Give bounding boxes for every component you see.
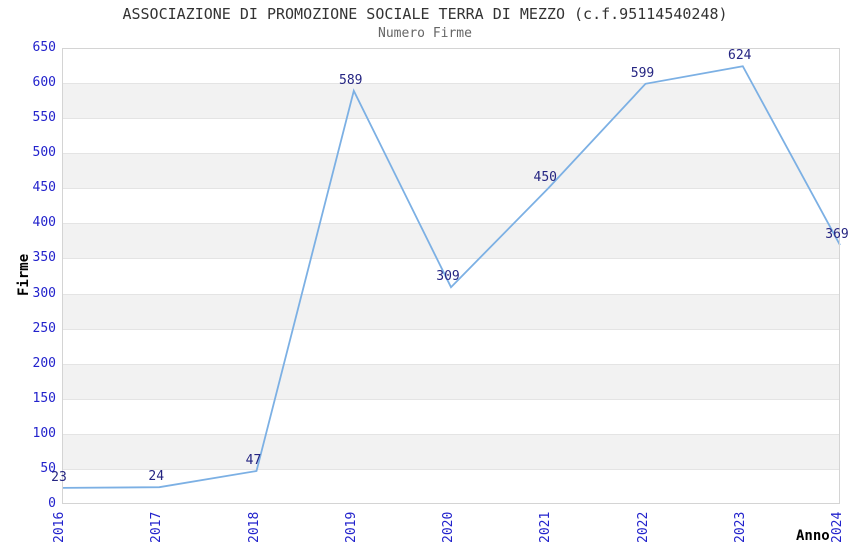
plot-band xyxy=(62,433,840,469)
x-axis-tick: 2016 xyxy=(52,511,67,543)
plot-band xyxy=(62,328,840,364)
gridline xyxy=(62,118,840,120)
x-axis-tick: 2024 xyxy=(830,511,845,543)
y-axis-tick: 200 xyxy=(32,355,56,371)
chart-title: ASSOCIAZIONE DI PROMOZIONE SOCIALE TERRA… xyxy=(122,5,728,23)
y-axis-tick: 500 xyxy=(32,145,56,161)
gridline xyxy=(62,328,840,330)
y-axis-tick: 50 xyxy=(40,460,56,476)
y-axis-tick: 400 xyxy=(32,215,56,231)
gridline xyxy=(62,363,840,365)
y-axis-tick: 250 xyxy=(32,320,56,336)
y-axis-tick: 300 xyxy=(32,285,56,301)
gridline xyxy=(62,433,840,435)
x-axis-tick: 2021 xyxy=(538,511,554,543)
value-label: 47 xyxy=(245,453,262,469)
gridline xyxy=(62,153,840,155)
y-axis-tick: 150 xyxy=(32,390,56,406)
x-axis-label: Anno xyxy=(796,528,830,544)
plot-band xyxy=(62,48,840,84)
plot-area xyxy=(61,48,841,504)
x-axis-tick: 2017 xyxy=(149,511,165,543)
chart-subtitle: Numero Firme xyxy=(378,26,472,41)
plot-band xyxy=(62,293,840,329)
gridline xyxy=(62,83,840,85)
plot-band xyxy=(62,188,840,224)
value-label: 309 xyxy=(436,269,460,285)
gridline xyxy=(62,468,840,470)
value-label: 624 xyxy=(728,48,752,64)
y-axis-tick: 350 xyxy=(32,250,56,266)
value-label: 24 xyxy=(148,469,165,485)
plot-band xyxy=(62,223,840,259)
plot-band xyxy=(62,468,840,504)
plot-band xyxy=(62,153,840,189)
y-axis-tick: 600 xyxy=(32,75,56,91)
data-line xyxy=(61,65,841,489)
x-axis-tick: 2020 xyxy=(441,511,456,543)
plot-band xyxy=(62,398,840,434)
y-axis-tick: 0 xyxy=(48,496,56,511)
value-label: 599 xyxy=(630,65,655,81)
value-label: 589 xyxy=(339,72,363,88)
gridline xyxy=(62,398,840,400)
y-axis-tick: 550 xyxy=(32,110,56,126)
x-axis-tick: 2019 xyxy=(343,511,359,543)
value-label: 450 xyxy=(533,170,557,186)
x-axis-tick: 2023 xyxy=(732,511,748,543)
y-axis-label: Firme xyxy=(16,253,32,296)
gridline xyxy=(62,223,840,225)
x-axis-tick: 2022 xyxy=(635,511,651,543)
y-axis-tick: 450 xyxy=(32,180,56,196)
y-axis-tick: 650 xyxy=(32,40,56,55)
gridline xyxy=(62,258,840,260)
plot-band xyxy=(62,118,840,154)
gridline xyxy=(62,293,840,295)
value-label: 23 xyxy=(51,469,67,485)
plot-band xyxy=(62,83,840,119)
x-axis-tick: 2018 xyxy=(246,511,262,543)
value-label: 369 xyxy=(825,227,849,243)
plot-band xyxy=(62,363,840,399)
y-axis-tick: 100 xyxy=(32,425,56,441)
gridline xyxy=(62,188,840,190)
